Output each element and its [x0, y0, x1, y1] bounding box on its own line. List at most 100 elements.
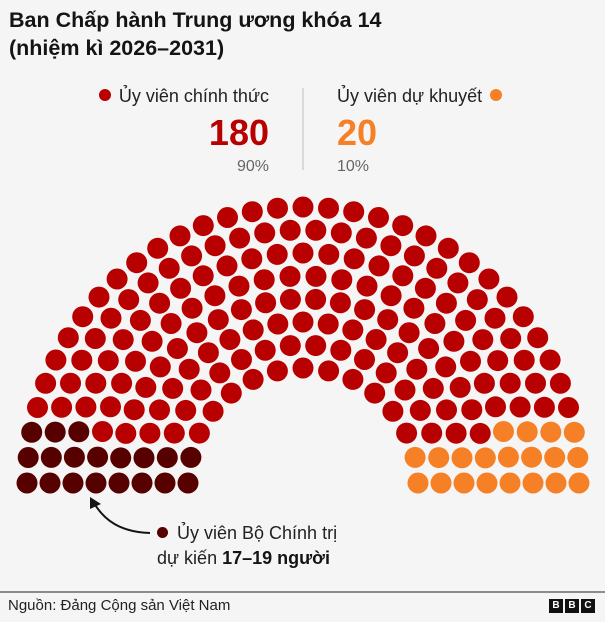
seat-dot: [149, 356, 171, 378]
seat-dot: [392, 215, 414, 237]
seat-dot: [437, 237, 459, 259]
seat-dot: [403, 297, 425, 319]
seat-dot: [563, 421, 585, 443]
seat-dot: [305, 219, 327, 241]
seat-dot: [192, 265, 214, 287]
seat-dot: [177, 472, 199, 494]
seat-dot: [435, 292, 457, 314]
seat-dot: [521, 446, 543, 468]
seat-dot: [229, 227, 251, 249]
legend-official: Ủy viên chính thức 180 90%: [98, 84, 269, 178]
seat-dot: [365, 329, 387, 350]
seat-dot: [17, 447, 39, 468]
seat-dot: [445, 422, 467, 444]
seat-dot: [305, 288, 327, 310]
seat-dot: [88, 286, 110, 308]
seat-dot: [220, 382, 242, 404]
annotation-line-2-bold: 17–19 người: [222, 548, 330, 568]
seat-dot: [422, 377, 444, 399]
seat-dot: [305, 335, 327, 357]
seat-dot: [279, 265, 301, 287]
seat-dot: [175, 399, 197, 421]
seat-dot: [162, 377, 184, 399]
seat-dot: [512, 306, 534, 328]
seat-dot: [97, 350, 119, 372]
seat-dot: [39, 472, 61, 494]
annotation-line-2-prefix: dự kiến: [157, 548, 223, 568]
bbc-logo-b1: B: [549, 599, 563, 613]
seat-dot: [509, 396, 531, 418]
seat-dot: [380, 285, 402, 307]
alternate-label: Ủy viên dự khuyết: [337, 86, 483, 106]
seat-dot: [375, 362, 397, 384]
seat-dot: [217, 207, 238, 228]
seat-dot: [354, 299, 376, 321]
bbc-logo-c: C: [581, 599, 595, 613]
seat-dot: [180, 446, 202, 468]
seat-dot: [57, 327, 79, 349]
seat-dot: [354, 349, 375, 370]
seat-dot: [469, 422, 491, 444]
seat-dot: [522, 472, 544, 494]
seat-dot: [110, 447, 132, 469]
seat-dot: [404, 446, 426, 468]
seat-dot: [455, 309, 477, 331]
seat-dot: [380, 235, 402, 257]
footer-divider: [0, 591, 605, 593]
seat-dot: [421, 422, 443, 444]
seat-dot: [125, 350, 146, 372]
seat-dot: [63, 446, 85, 468]
seat-dot: [558, 397, 579, 418]
seat-dot: [266, 243, 288, 265]
seat-dot: [230, 299, 252, 321]
seat-dot: [355, 227, 377, 249]
seat-dot: [356, 275, 378, 297]
seat-dot: [267, 313, 289, 335]
seat-dot: [279, 335, 301, 357]
seat-dot: [166, 338, 188, 359]
seat-dot: [387, 342, 409, 364]
seat-dot: [197, 342, 219, 364]
seat-dot: [398, 322, 420, 344]
seat-dot: [123, 399, 145, 421]
seat-dot: [35, 372, 57, 394]
seat-dot: [156, 447, 178, 469]
official-dot-icon: [98, 89, 111, 101]
seat-dot: [135, 376, 157, 398]
seat-dot: [527, 327, 549, 349]
seat-dot: [343, 248, 365, 270]
seat-dot: [292, 196, 314, 218]
seat-dot: [147, 237, 169, 259]
annotation-line-1: Ủy viên Bộ Chính trị: [177, 523, 338, 543]
seat-dot: [21, 421, 43, 443]
seat-dot: [451, 447, 473, 469]
seat-dot: [500, 328, 522, 349]
seat-dot: [255, 292, 277, 314]
annotation-arrow-icon: [93, 502, 151, 534]
seat-dot: [219, 329, 241, 350]
seat-dot: [396, 422, 418, 444]
seat-dot: [190, 379, 212, 401]
seat-dot: [108, 472, 130, 494]
seat-dot: [85, 472, 107, 494]
seat-dot: [129, 309, 151, 331]
arrow-head-icon: [90, 497, 101, 509]
seat-dot: [254, 339, 276, 361]
seat-dot: [474, 447, 496, 469]
seat-dot: [169, 225, 191, 247]
chart-title: Ban Chấp hành Trung ương khóa 14 (nhiệm …: [9, 6, 599, 62]
seat-dot: [139, 422, 161, 444]
seat-dot: [241, 248, 263, 270]
seat-dot: [533, 396, 555, 418]
seat-dot: [403, 245, 425, 267]
seat-dot: [292, 311, 314, 333]
seat-dot: [436, 399, 457, 421]
seat-dot: [204, 285, 226, 307]
seat-dot: [242, 319, 264, 341]
seat-dot: [545, 472, 567, 494]
seat-dot: [111, 372, 133, 394]
seat-dot: [377, 309, 399, 331]
bbc-logo: B B C: [549, 599, 595, 613]
seat-dot: [181, 297, 203, 319]
seat-dot: [154, 472, 176, 494]
